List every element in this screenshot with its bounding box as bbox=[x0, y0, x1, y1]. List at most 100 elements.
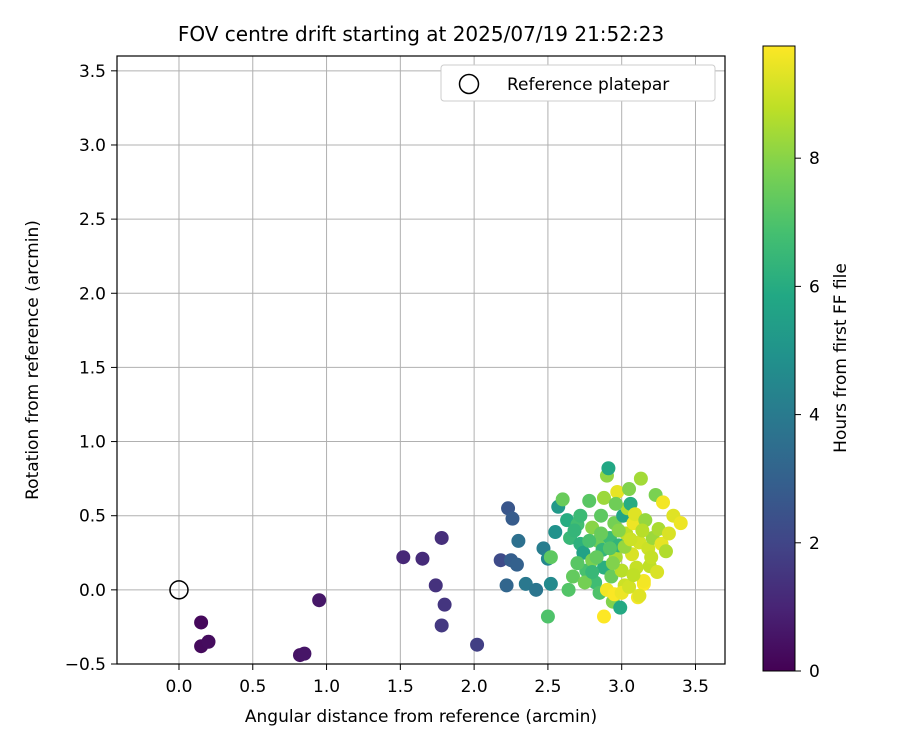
scatter-point bbox=[567, 523, 582, 538]
x-tick-label: 2.0 bbox=[461, 677, 488, 697]
y-tick-label: 3.5 bbox=[79, 62, 106, 82]
scatter-point bbox=[493, 553, 508, 568]
scatter-point bbox=[555, 492, 570, 507]
scatter-point bbox=[428, 578, 443, 593]
scatter-point bbox=[505, 511, 520, 526]
scatter-point bbox=[596, 609, 611, 624]
x-tick-label: 3.5 bbox=[682, 677, 709, 697]
colorbar-tick-label: 6 bbox=[809, 277, 820, 297]
colorbar: 0 2 4 6 8 Hours from first FF file bbox=[762, 45, 851, 682]
scatter-point bbox=[312, 593, 327, 608]
scatter-point bbox=[585, 565, 600, 580]
colorbar-tick-label: 2 bbox=[809, 534, 820, 554]
scatter-point bbox=[415, 551, 430, 566]
scatter-point bbox=[622, 579, 637, 594]
y-tick-label: 2.0 bbox=[79, 284, 106, 304]
scatter-point bbox=[566, 569, 580, 584]
legend-box bbox=[440, 64, 716, 102]
scatter-point bbox=[434, 530, 449, 545]
y-axis-ticks: −0.5 0.0 0.5 1.0 1.5 2.0 2.5 3.0 3.5 bbox=[65, 62, 117, 675]
scatter-point bbox=[656, 495, 671, 510]
scatter-point bbox=[594, 508, 609, 523]
reference-marker bbox=[169, 580, 189, 600]
scatter-point bbox=[577, 575, 592, 590]
legend-entry-label: Reference platepar bbox=[507, 75, 669, 95]
scatter-point bbox=[601, 461, 616, 476]
scatter-point bbox=[605, 556, 620, 571]
legend: Reference platepar bbox=[440, 64, 716, 102]
scatter-point bbox=[604, 569, 619, 584]
scatter-point bbox=[499, 578, 514, 593]
scatter-point bbox=[518, 576, 533, 591]
x-axis-label: Angular distance from reference (arcmin) bbox=[245, 707, 597, 727]
scatter-point bbox=[511, 533, 526, 548]
y-tick-label: 0.5 bbox=[79, 507, 106, 527]
x-tick-label: 0.5 bbox=[239, 677, 266, 697]
data-points bbox=[194, 461, 688, 663]
colorbar-tick-label: 0 bbox=[809, 662, 820, 682]
scatter-point bbox=[622, 482, 637, 497]
x-tick-label: 3.0 bbox=[608, 677, 635, 697]
x-axis-ticks: 0.0 0.5 1.0 1.5 2.0 2.5 3.0 3.5 bbox=[165, 664, 709, 697]
scatter-point bbox=[540, 609, 555, 624]
scatter-point bbox=[201, 634, 216, 649]
colorbar-tick-label: 8 bbox=[809, 149, 820, 169]
scatter-point bbox=[589, 550, 604, 565]
scatter-point bbox=[608, 496, 623, 511]
scatter-point bbox=[582, 533, 597, 548]
scatter-point bbox=[509, 557, 524, 572]
scatter-point bbox=[437, 597, 452, 612]
scatter-point bbox=[610, 484, 625, 499]
scatter-point bbox=[548, 525, 563, 540]
scatter-point bbox=[673, 516, 688, 531]
scatter-point bbox=[658, 544, 673, 559]
y-tick-label: −0.5 bbox=[65, 655, 106, 675]
grid-lines bbox=[117, 56, 725, 665]
scatter-point bbox=[632, 588, 647, 603]
scatter-point bbox=[602, 541, 617, 556]
scatter-point bbox=[613, 600, 628, 615]
scatter-point bbox=[650, 565, 665, 580]
scatter-point bbox=[470, 637, 485, 652]
plot-frame bbox=[116, 55, 726, 665]
y-tick-label: 2.5 bbox=[79, 210, 106, 230]
scatter-point bbox=[573, 508, 588, 523]
y-tick-label: 3.0 bbox=[79, 136, 106, 156]
scatter-point bbox=[570, 556, 585, 571]
scatter-point bbox=[297, 646, 312, 661]
scatter-point bbox=[543, 576, 558, 591]
y-tick-label: 1.5 bbox=[79, 358, 106, 378]
y-tick-label: 0.0 bbox=[79, 581, 106, 601]
scatter-point bbox=[596, 490, 611, 505]
x-tick-label: 0.0 bbox=[165, 677, 192, 697]
colorbar-tick-label: 4 bbox=[809, 406, 820, 426]
scatter-point bbox=[633, 471, 648, 486]
scatter-point bbox=[561, 582, 576, 597]
scatter-point bbox=[626, 568, 641, 583]
scatter-point bbox=[627, 507, 642, 522]
scatter-point bbox=[529, 582, 544, 597]
colorbar-label: Hours from first FF file bbox=[831, 263, 851, 453]
x-tick-label: 1.5 bbox=[387, 677, 414, 697]
scatter-point bbox=[644, 550, 659, 565]
scatter-point bbox=[623, 532, 638, 547]
scatter-point bbox=[661, 526, 676, 541]
scatter-point bbox=[611, 523, 626, 538]
legend-marker-icon bbox=[458, 73, 480, 95]
y-axis-label: Rotation from reference (arcmin) bbox=[23, 220, 43, 500]
scatter-point bbox=[194, 615, 209, 630]
scatter-point bbox=[543, 550, 558, 565]
x-tick-label: 2.5 bbox=[534, 677, 561, 697]
colorbar-gradient bbox=[762, 45, 796, 672]
scatter-point bbox=[434, 618, 449, 633]
y-tick-label: 1.0 bbox=[79, 433, 106, 453]
colorbar-ticks: 0 2 4 6 8 bbox=[795, 149, 820, 682]
scatter-point bbox=[594, 526, 609, 541]
scatter-point bbox=[635, 523, 650, 538]
scatter-point bbox=[396, 550, 411, 565]
scatter-point bbox=[636, 573, 651, 588]
x-tick-label: 1.0 bbox=[313, 677, 340, 697]
chart-title: FOV centre drift starting at 2025/07/19 … bbox=[178, 22, 664, 46]
scatter-point bbox=[582, 493, 597, 508]
